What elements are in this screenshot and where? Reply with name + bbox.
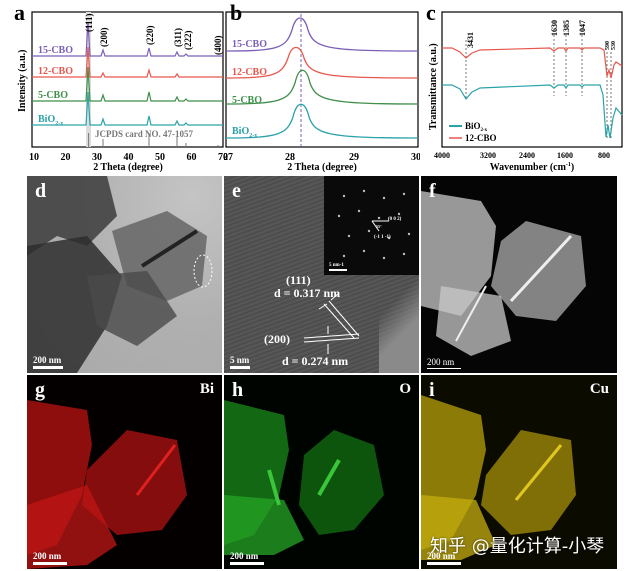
series-label-15cbo: 15-CBO xyxy=(232,39,267,50)
element-label-bi: Bi xyxy=(199,381,214,397)
panel-f-haadf-image: f 200 nm xyxy=(421,176,617,373)
x-tick: 28 xyxy=(285,152,295,163)
legend-12cbo: 12-CBO xyxy=(465,133,497,143)
panel-label-d: d xyxy=(35,180,47,202)
panel-label-a: a xyxy=(14,0,25,25)
fringe-label-200: (200) xyxy=(264,332,290,346)
peak-label-222: (222) xyxy=(183,31,193,51)
x-tick: 20 xyxy=(61,152,71,163)
panel-d-tem-image: d 200 nm xyxy=(27,176,222,373)
x-tick: 2400 xyxy=(519,151,535,160)
x-tick: 30 xyxy=(411,152,420,163)
panel-i-cu-map: i Cu 200 nm xyxy=(421,375,617,569)
series-label-15cbo: 15-CBO xyxy=(38,45,73,56)
xrd-chart: 15-CBO 12-CBO 5-CBO BiO2-x JCPDS card NO… xyxy=(17,11,228,173)
x-axis-label: Wavenumber (cm-1) xyxy=(490,162,575,172)
x-tick: 29 xyxy=(349,152,359,163)
scale-bar: 5 nm xyxy=(230,355,250,369)
x-tick: 30 xyxy=(92,152,102,163)
watermark: 知乎 @量化计算-小琴 xyxy=(430,536,605,557)
series-label-5cbo: 5-CBO xyxy=(38,90,68,101)
saed-label-11-1: (-1 1 -1) xyxy=(374,235,391,240)
peak-label-111: (111) xyxy=(84,13,94,32)
peak-annotation-3431: 3431 xyxy=(466,32,475,48)
peak-annotation-590: 590 xyxy=(605,41,611,50)
legend-bio2x: BiO2-x xyxy=(465,121,488,133)
panel-label-g: g xyxy=(35,379,45,401)
y-axis-label: Transmittance (a.u.) xyxy=(428,43,439,130)
peak-label-400: (400) xyxy=(213,36,223,56)
panel-label-b: b xyxy=(230,0,243,25)
panel-e-hrtem-image: (0 0 2) 55° (-1 1 -1) 5 nm-1 e (111) d =… xyxy=(224,176,419,373)
panel-label-e: e xyxy=(232,180,241,202)
ftir-chart: 3431 1630 1385 1047 590 530 BiO2-x 12-CB… xyxy=(428,11,623,173)
saed-inset: (0 0 2) 55° (-1 1 -1) 5 nm-1 xyxy=(324,176,419,275)
scale-bar: 200 nm xyxy=(230,551,264,565)
x-tick: 800 xyxy=(598,151,610,160)
x-tick: 1600 xyxy=(557,151,573,160)
panel-c-ftir: c 3431 1630 1385 1047 590 530 BiO2-x 12-… xyxy=(420,0,629,173)
x-tick: 3200 xyxy=(480,151,496,160)
d-spacing-111: d = 0.317 nm xyxy=(274,286,341,300)
saed-angle: 55° xyxy=(376,224,382,229)
scale-bar: 200 nm xyxy=(427,551,461,565)
element-label-cu: Cu xyxy=(589,381,609,397)
panel-g-bi-map: g Bi 200 nm xyxy=(27,375,222,569)
panel-h-o-map: h O 200 nm xyxy=(224,375,419,569)
x-axis-label: 2 Theta (degree) xyxy=(287,162,357,172)
x-tick: 10 xyxy=(29,152,39,163)
scale-bar: 200 nm xyxy=(33,551,67,565)
scale-bar: 200 nm xyxy=(427,357,461,369)
xrd-zoom-chart: 15-CBO 12-CBO 5-CBO BiO2-x Intensity (a.… xyxy=(212,11,421,173)
y-axis-label: Intensity (a.u.) xyxy=(17,49,28,112)
fringe-label-111: (111) xyxy=(286,273,311,287)
panel-label-h: h xyxy=(232,379,244,401)
panel-a-xrd: a 15-CBO 12-CBO 5-CBO BiO2-x JCPDS card … xyxy=(0,0,230,174)
series-label-5cbo: 5-CBO xyxy=(232,95,262,106)
peak-annotation-1630: 1630 xyxy=(550,20,559,36)
panel-label-i: i xyxy=(429,379,435,401)
d-spacing-200: d = 0.274 nm xyxy=(282,354,349,368)
panel-label-c: c xyxy=(426,0,436,25)
series-label-12cbo: 12-CBO xyxy=(232,67,267,78)
peak-label-220: (220) xyxy=(145,26,155,46)
jcpds-reference-label: JCPDS card NO. 47-1057 xyxy=(95,129,193,139)
peak-annotation-1047: 1047 xyxy=(578,20,587,36)
x-tick: 4000 xyxy=(434,151,450,160)
x-tick: 40 xyxy=(124,152,134,163)
series-label-bio2x: BiO2-x xyxy=(38,114,63,127)
x-tick: 60 xyxy=(187,152,197,163)
peak-annotation-1385: 1385 xyxy=(562,20,571,36)
scale-bar: 200 nm xyxy=(33,355,63,369)
saed-label-002: (0 0 2) xyxy=(388,217,402,222)
x-tick: 50 xyxy=(155,152,165,163)
element-label-o: O xyxy=(399,381,411,397)
panel-b-xrd-zoom: b 15-CBO 12-CBO 5-CBO BiO2-x Intensity (… xyxy=(212,0,421,174)
x-tick: 27 xyxy=(224,152,233,163)
inset-scale-label: 5 nm-1 xyxy=(329,263,344,268)
peak-label-200: (200) xyxy=(99,28,109,48)
series-label-12cbo: 12-CBO xyxy=(38,66,73,77)
x-tick: 70 xyxy=(218,152,228,163)
peak-label-311: (311) xyxy=(173,28,183,47)
x-axis-label: 2 Theta (degree) xyxy=(93,162,163,172)
series-label-bio2x: BiO2-x xyxy=(232,126,257,139)
peak-annotation-530: 530 xyxy=(611,41,617,50)
panel-label-f: f xyxy=(429,180,436,202)
